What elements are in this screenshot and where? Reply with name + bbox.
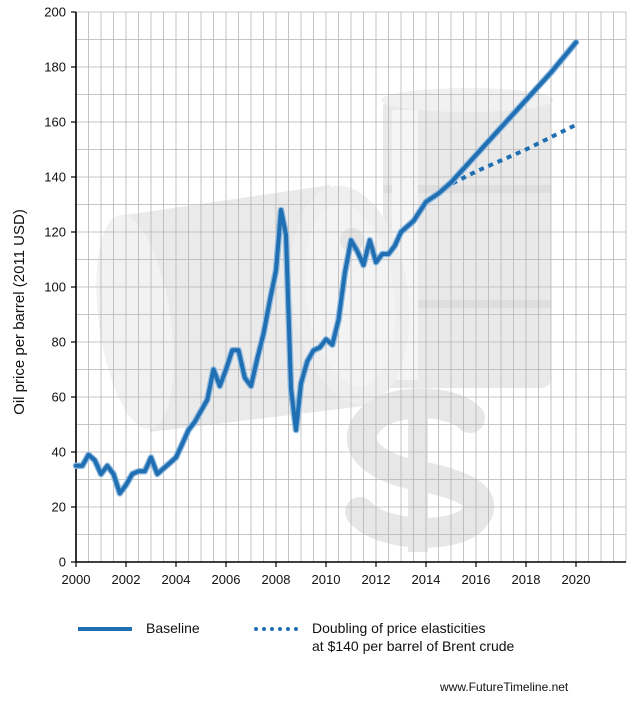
x-tick-label: 2004 [162,572,191,587]
y-tick-label: 80 [52,335,66,350]
y-tick-label: 120 [44,225,66,240]
series-line-doubling [442,123,577,190]
x-tick-label: 2002 [112,572,141,587]
x-tick-label: 2012 [362,572,391,587]
legend-swatch-solid [78,627,132,631]
legend-label-doubling-line1: Doubling of price elasticities [312,620,486,636]
x-tick-label: 2016 [462,572,491,587]
legend-item-doubling: Doubling of price elasticities at $140 p… [254,619,574,659]
legend-label-doubling-line2: at $140 per barrel of Brent crude [312,638,515,654]
legend-label-baseline: Baseline [146,620,200,636]
x-tick-label: 2018 [512,572,541,587]
y-tick-label: 200 [44,5,66,20]
gridlines [75,11,627,563]
y-tick-label: 40 [52,445,66,460]
legend-item-baseline: Baseline [78,619,278,639]
legend-swatch-dotted [254,627,298,631]
x-tick-label: 2000 [62,572,91,587]
y-tick-label: 60 [52,390,66,405]
series-layer [72,39,580,497]
dollar-sign-image [345,388,495,552]
source-credit: www.FutureTimeline.net [440,680,569,694]
y-axis-title: Oil price per barrel (2011 USD) [11,209,28,415]
y-tick-label: 140 [44,170,66,185]
x-tick-label: 2020 [562,572,591,587]
x-axis-ticks: 2000 2002 2004 2006 2008 2010 2012 2014 2016 2018… [62,562,591,587]
y-tick-label: 160 [44,115,66,130]
x-tick-label: 2014 [412,572,441,587]
x-tick-label: 2010 [312,572,341,587]
y-tick-label: 100 [44,280,66,295]
x-tick-label: 2008 [262,572,291,587]
y-tick-label: 20 [52,500,66,515]
y-tick-label: 0 [59,555,66,570]
tipped-barrel-image [96,185,410,432]
y-axis-ticks: 0 20 40 60 80 100 120 140 160 180 200 [44,5,76,570]
oil-barrel-background-illustration [96,88,553,552]
series-line-baseline [74,40,578,496]
x-tick-label: 2006 [212,572,241,587]
legend-label-doubling: Doubling of price elasticities at $140 p… [312,619,514,655]
y-tick-label: 180 [44,60,66,75]
